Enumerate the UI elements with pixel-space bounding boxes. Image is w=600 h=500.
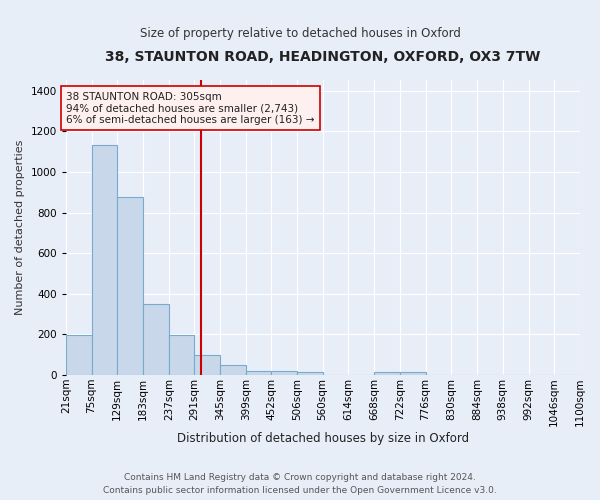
Bar	[246, 371, 271, 375]
Bar	[271, 372, 297, 375]
Bar	[297, 372, 323, 375]
Bar	[220, 365, 246, 375]
Bar	[374, 372, 400, 375]
Text: Size of property relative to detached houses in Oxford: Size of property relative to detached ho…	[140, 28, 460, 40]
Bar	[143, 304, 169, 375]
Text: 38 STAUNTON ROAD: 305sqm
94% of detached houses are smaller (2,743)
6% of semi-d: 38 STAUNTON ROAD: 305sqm 94% of detached…	[66, 92, 314, 125]
Text: Contains HM Land Registry data © Crown copyright and database right 2024.
Contai: Contains HM Land Registry data © Crown c…	[103, 474, 497, 495]
Bar	[400, 372, 425, 375]
Title: 38, STAUNTON ROAD, HEADINGTON, OXFORD, OX3 7TW: 38, STAUNTON ROAD, HEADINGTON, OXFORD, O…	[105, 50, 541, 64]
X-axis label: Distribution of detached houses by size in Oxford: Distribution of detached houses by size …	[177, 432, 469, 445]
Bar	[92, 146, 117, 375]
Y-axis label: Number of detached properties: Number of detached properties	[15, 140, 25, 316]
Bar	[117, 196, 143, 375]
Bar	[194, 355, 220, 375]
Bar	[66, 335, 92, 375]
Bar	[169, 335, 194, 375]
